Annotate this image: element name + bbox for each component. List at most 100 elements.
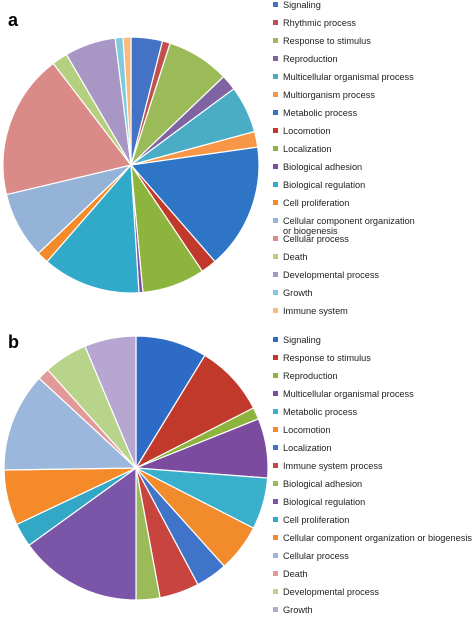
legend-swatch xyxy=(273,607,278,612)
legend-label: Locomotion xyxy=(283,126,331,136)
legend-swatch xyxy=(273,182,278,187)
legend-swatch xyxy=(273,571,278,576)
legend-swatch xyxy=(273,200,278,205)
pie-slice-a-immune-system xyxy=(122,36,132,166)
legend-item-b-multicellular-organismal-process: Multicellular organismal process xyxy=(271,389,471,407)
legend-item-a-multicellular-organismal-process: Multicellular organismal process xyxy=(271,72,471,90)
legend-label: Biological regulation xyxy=(283,497,366,507)
legend-b: Signaling Response to stimulus Reproductio… xyxy=(271,335,472,623)
legend-item-a-rhythmic-process: Rhythmic process xyxy=(271,18,471,36)
legend-label: Biological adhesion xyxy=(283,162,363,172)
legend-label: Death xyxy=(283,569,308,579)
legend-item-b-cellular-process: Cellular process xyxy=(271,551,471,569)
legend-label: Immune system process xyxy=(283,461,383,471)
legend-swatch xyxy=(273,373,278,378)
legend-item-a-biological-adhesion: Biological adhesion xyxy=(271,162,471,180)
legend-item-b-biological-adhesion: Biological adhesion xyxy=(271,479,471,497)
legend-item-a-localization: Localization xyxy=(271,144,471,162)
legend-swatch xyxy=(273,463,278,468)
legend-swatch xyxy=(273,272,278,277)
legend-item-b-cellular-component-organization-or-biogenesis: Cellular component organization or bioge… xyxy=(271,533,472,551)
legend-swatch xyxy=(273,38,278,43)
pie-slice-b-biological-regulation xyxy=(28,466,137,601)
legend-label: Localization xyxy=(283,443,332,453)
legend-label: Biological regulation xyxy=(283,180,366,190)
legend-label: Multiorganism process xyxy=(283,90,375,100)
legend-item-b-localization: Localization xyxy=(271,443,471,461)
legend-item-a-locomotion: Locomotion xyxy=(271,126,471,144)
panel-label-b: b xyxy=(8,332,19,352)
legend-item-a-reproduction: Reproduction xyxy=(271,54,471,72)
legend-swatch xyxy=(273,218,278,223)
legend-item-a-growth: Growth xyxy=(271,288,471,306)
legend-item-b-death: Death xyxy=(271,569,471,587)
legend-item-a-death: Death xyxy=(271,252,471,270)
legend-swatch xyxy=(273,355,278,360)
legend-label: Locomotion xyxy=(283,425,331,435)
legend-label: Reproduction xyxy=(283,54,338,64)
legend-item-a-signaling: Signaling xyxy=(271,0,471,18)
legend-label: Immune system xyxy=(283,306,348,316)
legend-item-b-reproduction: Reproduction xyxy=(271,371,471,389)
legend-item-b-response-to-stimulus: Response to stimulus xyxy=(271,353,471,371)
legend-swatch xyxy=(273,56,278,61)
legend-item-b-developmental-process: Developmental process xyxy=(271,587,471,605)
legend-item-a-cellular-component-organization-or-biogenesis: Cellular component organization or bioge… xyxy=(271,216,471,236)
legend-label: Cell proliferation xyxy=(283,198,350,208)
legend-label: Metabolic process xyxy=(283,108,358,118)
legend-label: Signaling xyxy=(283,0,321,10)
legend-swatch xyxy=(273,92,278,97)
pie-slice-a-biological-regulation xyxy=(46,163,140,294)
legend-item-a-cellular-process: Cellular process xyxy=(271,234,471,252)
legend-swatch xyxy=(273,409,278,414)
legend-swatch xyxy=(273,308,278,313)
legend-swatch xyxy=(273,128,278,133)
legend-label: Response to stimulus xyxy=(283,353,371,363)
legend-label: Rhythmic process xyxy=(283,18,357,28)
legend-label: Cellular component organization or bioge… xyxy=(283,533,472,543)
legend-item-a-immune-system: Immune system xyxy=(271,306,471,324)
legend-label: Metabolic process xyxy=(283,407,358,417)
legend-swatch xyxy=(273,146,278,151)
legend-swatch xyxy=(273,20,278,25)
legend-item-b-locomotion: Locomotion xyxy=(271,425,471,443)
legend-item-a-cell-proliferation: Cell proliferation xyxy=(271,198,471,216)
legend-label: Response to stimulus xyxy=(283,36,371,46)
legend-swatch xyxy=(273,589,278,594)
legend-item-a-biological-regulation: Biological regulation xyxy=(271,180,471,198)
legend-label: Reproduction xyxy=(283,371,338,381)
legend-item-b-growth: Growth xyxy=(271,605,471,623)
legend-swatch xyxy=(273,337,278,342)
legend-label: Cellular process xyxy=(283,551,349,561)
legend-label: Developmental process xyxy=(283,270,380,280)
legend-label: Cell proliferation xyxy=(283,515,350,525)
pie-chart-b xyxy=(3,335,269,601)
panel-b: b Signaling Response to stimulus Reproduct… xyxy=(0,330,472,615)
legend-item-a-multiorganism-process: Multiorganism process xyxy=(271,90,471,108)
legend-swatch xyxy=(273,481,278,486)
legend-item-a-metabolic-process: Metabolic process xyxy=(271,108,471,126)
panel-a: a Signaling Rhythmic process Response to s… xyxy=(2,0,471,324)
pie-slice-a-cellular-process xyxy=(2,62,133,196)
legend-swatch xyxy=(273,427,278,432)
legend-swatch xyxy=(273,290,278,295)
legend-item-b-metabolic-process: Metabolic process xyxy=(271,407,471,425)
legend-a: Signaling Rhythmic process Response to sti… xyxy=(271,0,471,324)
legend-label: Growth xyxy=(283,605,313,615)
legend-label: Multicellular organismal process xyxy=(283,389,414,399)
legend-swatch xyxy=(273,2,278,7)
legend-label: Biological adhesion xyxy=(283,479,363,489)
legend-swatch xyxy=(273,164,278,169)
legend-swatch xyxy=(273,236,278,241)
legend-label: Growth xyxy=(283,288,313,298)
legend-label: Death xyxy=(283,252,308,262)
legend-swatch xyxy=(273,517,278,522)
legend-item-a-response-to-stimulus: Response to stimulus xyxy=(271,36,471,54)
legend-item-b-signaling: Signaling xyxy=(271,335,471,353)
legend-label: Multicellular organismal process xyxy=(283,72,414,82)
legend-swatch xyxy=(273,254,278,259)
pie-chart-a xyxy=(2,36,260,294)
legend-item-b-immune-system-process: Immune system process xyxy=(271,461,471,479)
pie-slice-b-growth xyxy=(84,335,137,469)
legend-label: Cellular process xyxy=(283,234,349,244)
